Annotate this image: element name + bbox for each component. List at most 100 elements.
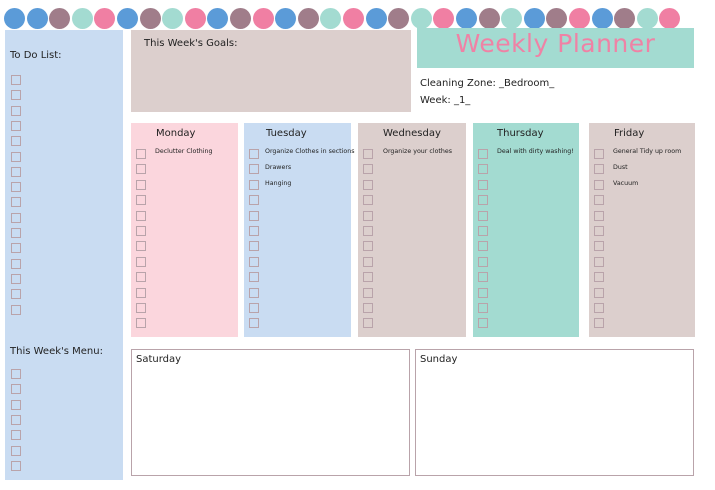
day-checkbox[interactable] (249, 179, 259, 190)
day-checkbox[interactable] (136, 272, 146, 283)
day-checkbox[interactable] (363, 179, 373, 190)
todo-checkbox[interactable] (11, 75, 21, 85)
day-checkbox[interactable] (249, 287, 259, 298)
dot-pink (433, 8, 455, 29)
day-checkbox[interactable] (363, 241, 373, 252)
dot-mint (162, 8, 184, 29)
day-checkbox[interactable] (594, 226, 604, 236)
day-checkbox[interactable] (594, 149, 604, 159)
day-checkbox[interactable] (478, 195, 488, 206)
day-column-wednesday: Wednesday Organize your clothes (358, 123, 466, 337)
day-checkbox[interactable] (478, 149, 488, 159)
day-checkbox[interactable] (249, 149, 259, 159)
day-checkbox[interactable] (363, 256, 373, 267)
day-checkbox[interactable] (594, 210, 604, 221)
day-checkbox[interactable] (136, 195, 146, 206)
day-checkbox[interactable] (478, 287, 488, 298)
day-checkbox[interactable] (594, 287, 604, 298)
day-checkbox[interactable] (478, 318, 488, 329)
todo-checkbox[interactable] (11, 243, 21, 254)
day-checkbox[interactable] (594, 272, 604, 283)
day-checkbox[interactable] (136, 241, 146, 252)
day-checkbox[interactable] (136, 179, 146, 190)
menu-checkbox[interactable] (11, 399, 21, 410)
todo-checkbox[interactable] (11, 228, 21, 238)
day-title: Monday (156, 128, 196, 139)
day-checkbox[interactable] (478, 226, 488, 236)
todo-checkbox[interactable] (11, 120, 21, 131)
todo-checkbox[interactable] (11, 273, 21, 284)
day-checkbox[interactable] (363, 303, 373, 313)
menu-checkbox[interactable] (11, 369, 21, 379)
todo-checkbox[interactable] (11, 289, 21, 300)
menu-checkbox[interactable] (11, 430, 21, 441)
day-checkbox[interactable] (249, 210, 259, 221)
day-checkbox[interactable] (363, 164, 373, 175)
menu-checkbox[interactable] (11, 445, 21, 456)
day-checkbox[interactable] (478, 241, 488, 252)
day-checkbox[interactable] (136, 287, 146, 298)
day-checkbox[interactable] (478, 303, 488, 313)
day-checkbox[interactable] (594, 303, 604, 313)
todo-checkbox[interactable] (11, 136, 21, 147)
day-checkbox[interactable] (249, 164, 259, 175)
dot-border (4, 8, 711, 30)
day-checkbox[interactable] (363, 149, 373, 159)
todo-checkbox[interactable] (11, 212, 21, 223)
day-checkbox[interactable] (136, 149, 146, 159)
todo-checkbox[interactable] (11, 182, 21, 193)
day-checkbox[interactable] (478, 179, 488, 190)
day-checkbox[interactable] (594, 256, 604, 267)
day-checkbox[interactable] (363, 272, 373, 283)
sunday-box[interactable]: Sunday (415, 349, 694, 476)
dot-pink (659, 8, 681, 29)
day-checkbox[interactable] (136, 226, 146, 236)
todo-checkbox[interactable] (11, 90, 21, 101)
day-checkbox[interactable] (478, 210, 488, 221)
day-column-thursday: Thursday Deal with dirty washing! (473, 123, 579, 337)
day-checkbox[interactable] (478, 256, 488, 267)
day-checkbox[interactable] (363, 226, 373, 236)
dot-pink (252, 8, 274, 29)
day-checkbox[interactable] (478, 272, 488, 283)
day-task: Hanging (265, 180, 292, 187)
todo-checkbox[interactable] (11, 197, 21, 208)
dot-mauve (546, 8, 568, 29)
day-checkbox[interactable] (478, 164, 488, 175)
day-checkbox[interactable] (594, 164, 604, 175)
saturday-box[interactable]: Saturday (131, 349, 410, 476)
day-title: Tuesday (266, 128, 307, 139)
day-checkbox[interactable] (363, 318, 373, 329)
day-checkbox[interactable] (249, 241, 259, 252)
menu-checkbox[interactable] (11, 384, 21, 395)
day-checkbox[interactable] (594, 179, 604, 190)
todo-checkbox[interactable] (11, 258, 21, 269)
day-checkbox[interactable] (594, 241, 604, 252)
day-checkbox[interactable] (249, 256, 259, 267)
todo-checkbox[interactable] (11, 151, 21, 162)
todo-checkbox[interactable] (11, 304, 21, 315)
day-column-tuesday: Tuesday Organize Clothes in sections Drawe… (244, 123, 355, 337)
day-checkbox[interactable] (136, 164, 146, 175)
day-checkbox[interactable] (136, 256, 146, 267)
todo-checkbox[interactable] (11, 105, 21, 116)
day-checkbox[interactable] (594, 318, 604, 329)
menu-checkbox[interactable] (11, 460, 21, 471)
menu-checkbox[interactable] (11, 414, 21, 425)
day-checkbox[interactable] (136, 210, 146, 221)
day-checkbox[interactable] (363, 195, 373, 206)
day-checkbox[interactable] (136, 318, 146, 329)
todo-checkbox[interactable] (11, 166, 21, 177)
day-checkbox[interactable] (363, 287, 373, 298)
day-checkbox[interactable] (249, 226, 259, 236)
dot-mint (320, 8, 342, 29)
todo-list-label: To Do List: (10, 50, 62, 61)
day-checkbox[interactable] (249, 195, 259, 206)
day-checkbox[interactable] (363, 210, 373, 221)
day-checkbox[interactable] (249, 272, 259, 283)
day-checkbox[interactable] (594, 195, 604, 206)
day-column-monday: Monday Declutter Clothing (131, 123, 238, 337)
day-checkbox[interactable] (249, 303, 259, 313)
day-checkbox[interactable] (249, 318, 259, 329)
day-checkbox[interactable] (136, 303, 146, 313)
